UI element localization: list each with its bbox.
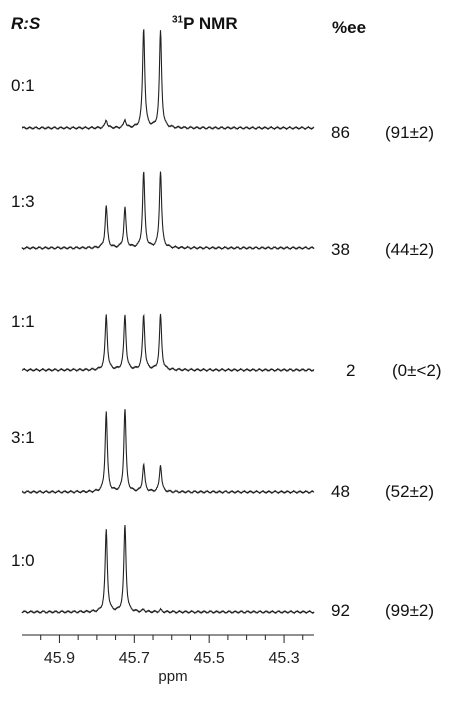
spectrum-trace-1-3 [21,171,315,251]
ratio-header: R:S [11,14,41,33]
nmr-header-label: P NMR [183,14,238,33]
ee-paren-2: (0±<2) [392,361,442,380]
spectrum-trace-1-1 [21,313,315,373]
spectrum-trace-0-1 [21,29,315,131]
ee-header: %ee [332,18,367,37]
ratio-label-1: 1:3 [11,192,35,211]
x-tick-label: 45.3 [268,650,299,667]
nmr-header: 31P NMR [172,14,238,34]
x-axis-label: ppm [158,668,187,685]
x-tick-label: 45.7 [119,650,150,667]
ee-value-3: 48 [331,482,350,501]
ee-value-2: 2 [346,361,356,380]
ratio-label-0: 0:1 [11,76,35,95]
nmr-isotope-superscript: 31 [172,14,184,26]
ppm-axis: 45.9 45.7 45.5 45.3 ppm [22,634,314,685]
ee-paren-1: (44±2) [385,240,435,259]
x-tick-label: 45.5 [194,650,225,667]
spectra-group [21,29,315,615]
ratio-label-4: 1:0 [11,551,35,570]
ee-paren-4: (99±2) [385,601,435,620]
ee-value-4: 92 [331,601,350,620]
ee-paren-0: (91±2) [385,123,435,142]
ee-paren-3: (52±2) [385,482,435,501]
ee-value-1: 38 [331,240,350,259]
ratio-label-3: 3:1 [11,428,35,447]
ee-value-0: 86 [331,123,350,142]
x-axis-ticks: 45.9 45.7 45.5 45.3 [40,635,304,667]
spectrum-trace-1-0 [21,525,315,615]
spectrum-trace-3-1 [21,409,315,495]
x-tick-label: 45.9 [44,650,75,667]
ratio-label-2: 1:1 [11,312,35,331]
